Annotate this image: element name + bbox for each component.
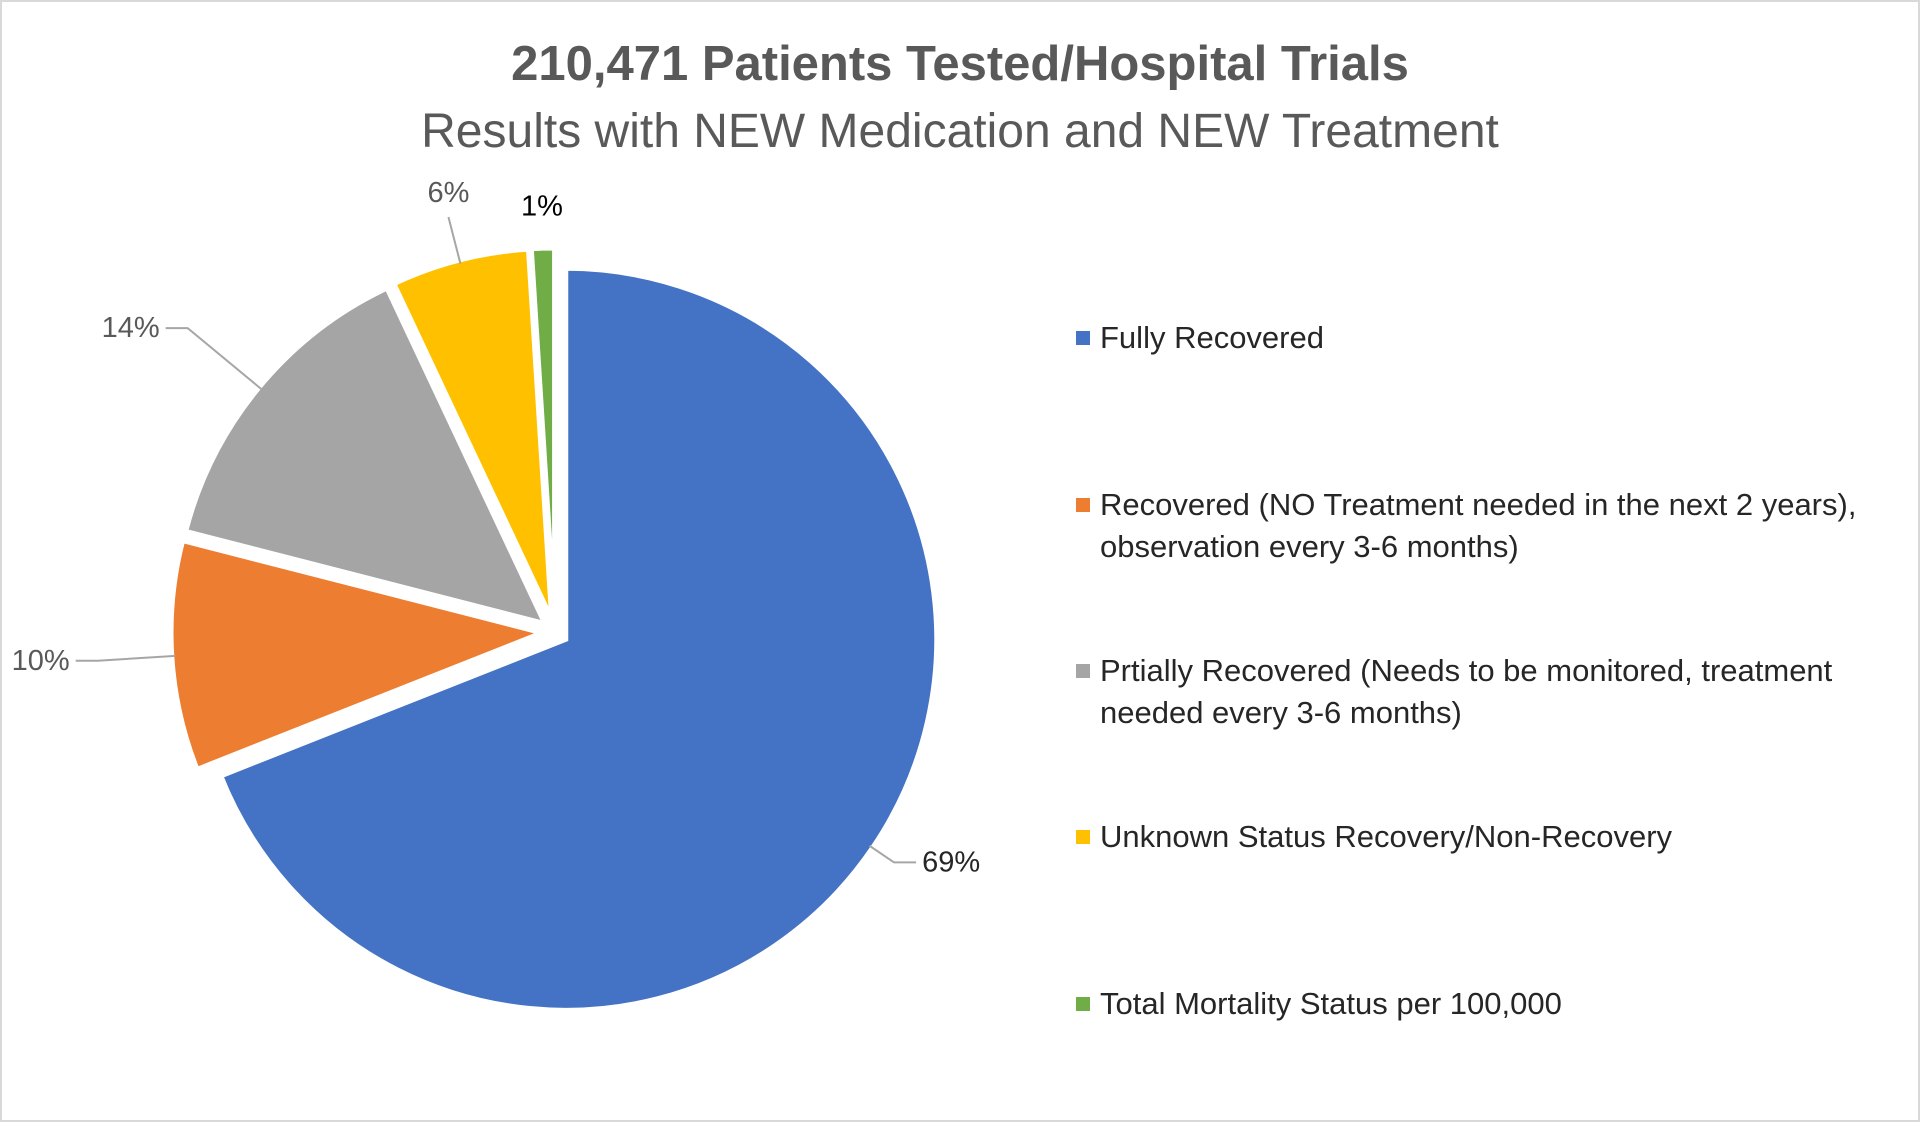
legend-swatch (1076, 331, 1090, 345)
legend-label: Total Mortality Status per 100,000 (1100, 986, 1562, 1021)
leader-line (868, 844, 917, 864)
data-label-total-mortality-status-per-100-000: 1% (521, 191, 563, 223)
leader-lines (75, 216, 917, 864)
chart-subtitle: Results with NEW Medication and NEW Trea… (421, 105, 1499, 158)
data-labels: 69% 10% 14% 6% 1% (12, 177, 980, 878)
legend-label: Recovered (NO Treatment needed in the ne… (1100, 487, 1857, 522)
data-label-unknown-status-recovery-non-recovery: 6% (427, 177, 469, 209)
legend-swatch (1076, 498, 1090, 512)
legend-label: needed every 3-6 months) (1100, 695, 1462, 730)
data-label-recovered-no-treatment-needed-in-the-nex: 10% (12, 645, 70, 677)
leader-line (165, 327, 263, 391)
data-label-fully-recovered: 69% (922, 846, 980, 878)
chart-title: 210,471 Patients Tested/Hospital Trials (511, 37, 1409, 91)
leader-line (75, 654, 176, 662)
legend-swatch (1076, 830, 1090, 844)
legend-swatch (1076, 664, 1090, 678)
legend-swatch (1076, 997, 1090, 1011)
pie-slice-total-mortality-status-per-100-000[interactable] (528, 245, 558, 620)
leader-line (447, 216, 462, 264)
legend-label: Unknown Status Recovery/Non-Recovery (1100, 819, 1673, 854)
legend-label: observation every 3-6 months) (1100, 529, 1519, 564)
legend-label: Prtially Recovered (Needs to be monitore… (1100, 653, 1833, 688)
data-label-prtially-recovered-needs-to-be-monitored: 14% (102, 312, 160, 344)
pie-slices (168, 245, 940, 1013)
legend-label: Fully Recovered (1100, 320, 1324, 355)
